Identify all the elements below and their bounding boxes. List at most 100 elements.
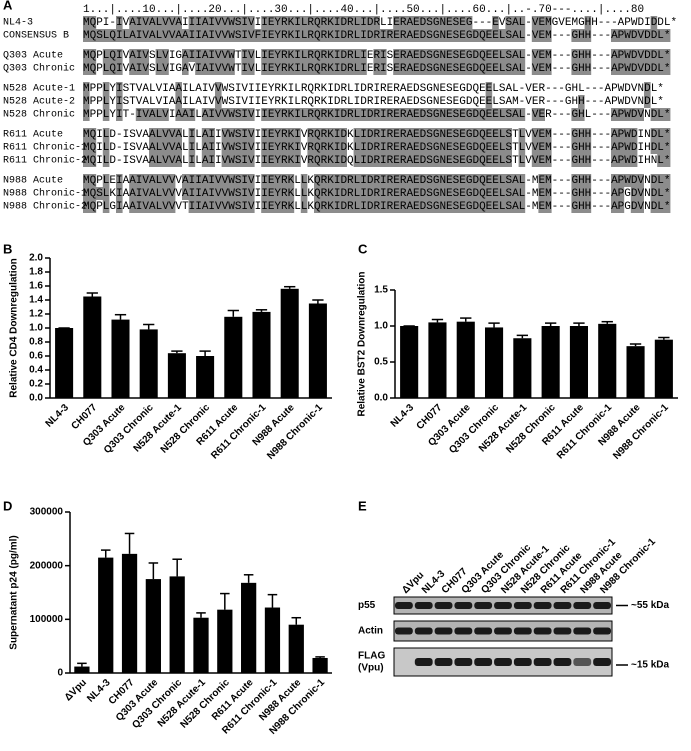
shade [201, 154, 215, 167]
shade [175, 82, 182, 95]
shade [611, 187, 625, 200]
band [553, 627, 572, 635]
shade [149, 141, 182, 154]
panel-label: B [3, 241, 12, 256]
row-label: (Vpu) [358, 663, 384, 674]
shade [300, 200, 308, 213]
bar [541, 326, 560, 398]
seq-name: N988 Acute [3, 176, 63, 187]
panel-label: E [358, 498, 367, 513]
bar [626, 346, 645, 398]
shade [188, 128, 196, 141]
shade [314, 200, 526, 213]
shade [485, 95, 493, 108]
y-tick-label: 1.2 [29, 309, 43, 320]
shade [492, 16, 499, 29]
shade [201, 108, 255, 121]
shade [221, 128, 255, 141]
marker-label: ~15 kDa [631, 660, 670, 671]
sequence: MQILD-ISVAALVVALILAIIVWSIVIIEYRKIVRQRKID… [83, 129, 671, 141]
shade [102, 82, 110, 95]
band [414, 658, 433, 666]
bar [224, 316, 243, 398]
bar [312, 657, 328, 673]
y-tick-label: 0.6 [29, 351, 43, 362]
shade [261, 187, 295, 200]
bar [264, 607, 281, 673]
band [454, 658, 473, 666]
y-axis-label: Relative BST2 Downregulation [357, 271, 368, 416]
shade [531, 49, 552, 62]
shade [261, 154, 301, 167]
shade [155, 62, 169, 75]
shade [611, 154, 638, 167]
shade [353, 154, 512, 167]
band [494, 658, 512, 666]
shade [175, 95, 182, 108]
shade [182, 62, 189, 75]
sequence: MPPLYISTVALVIAAILAIVVWSIVIIEYRKILRQRKIDR… [83, 83, 664, 95]
shade [116, 16, 123, 29]
shade [611, 174, 644, 187]
bar [456, 321, 475, 398]
sequence: MQPI-IVAIVALVVAIIIAIVVWSIVIIEYRKILRQRKID… [83, 17, 677, 29]
sequence: MQPLEIAAIVALVVVAIIAIVVWSIVIIEYRKLLKQRKID… [83, 175, 671, 187]
bar [252, 311, 271, 398]
seq-name: CONSENSUS B [3, 31, 69, 42]
shade [83, 154, 97, 167]
y-tick-label: 1.0 [29, 323, 43, 334]
band [553, 602, 572, 609]
sequence: MPPLYISTVALVIAAILAIVVWSIVIIEYRKILRQRKIDR… [83, 96, 664, 108]
shade [373, 49, 387, 62]
band [474, 627, 493, 635]
shade [650, 141, 671, 154]
shade [129, 62, 149, 75]
shade [83, 29, 526, 42]
shade [650, 200, 671, 213]
shade [195, 62, 235, 75]
band [394, 602, 413, 609]
shade [571, 29, 592, 42]
band [573, 627, 592, 635]
shade [102, 200, 110, 213]
shade [611, 29, 671, 42]
marker-label: ~55 kDa [631, 600, 670, 611]
y-tick-label: 1.4 [29, 295, 43, 306]
seq-name: N528 Acute-1 [3, 84, 75, 95]
shade [611, 141, 638, 154]
shade [314, 187, 526, 200]
band [513, 627, 532, 635]
y-tick-label: 100000 [30, 614, 64, 625]
shade [149, 128, 182, 141]
y-tick-label: 0.0 [374, 393, 388, 404]
shade [261, 141, 301, 154]
band [454, 602, 473, 609]
shade [611, 62, 671, 75]
y-tick-label: 1.6 [29, 281, 43, 292]
shade [314, 174, 526, 187]
shade [650, 187, 671, 200]
y-tick-label: 1.5 [374, 285, 388, 296]
sequence: MQILD-ISVAALVVALILAIIVWSIVIIEYRKIVRQRKID… [83, 142, 671, 154]
seq-name: N988 Chronic-1 [3, 188, 87, 200]
shade [83, 49, 97, 62]
bar [288, 624, 304, 673]
shade [221, 141, 255, 154]
shade [129, 200, 176, 213]
x-tick-label: NL4-3 [389, 402, 417, 430]
shade [182, 174, 255, 187]
row-label: Actin [358, 626, 383, 637]
shade [188, 141, 196, 154]
shade [373, 62, 387, 75]
y-tick-label: 0 [57, 668, 63, 679]
bar [83, 296, 102, 398]
band [474, 602, 493, 609]
seq-name: R611 Chronic-2 [3, 155, 87, 167]
bar [167, 353, 186, 398]
shade [201, 128, 215, 141]
shade [657, 154, 671, 167]
band [494, 627, 512, 635]
bar [55, 328, 74, 398]
band [533, 658, 552, 666]
y-axis-label: Supernatant p24 (pg/ml) [9, 535, 20, 649]
